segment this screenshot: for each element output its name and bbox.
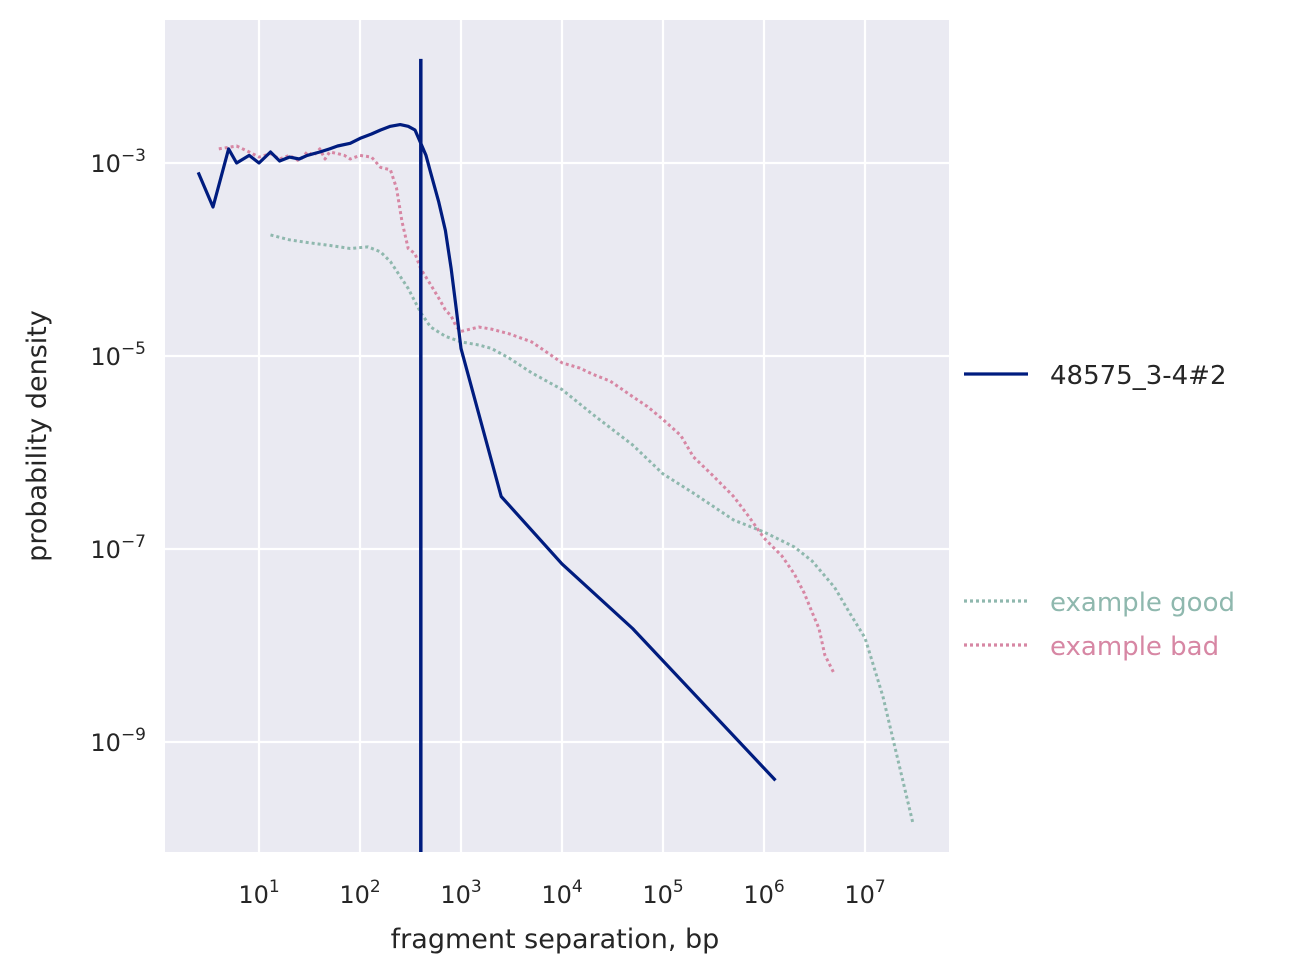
x-tick-label: 104 — [541, 877, 582, 909]
y-tick-label: 10−5 — [90, 339, 146, 371]
x-tick-label: 102 — [339, 877, 380, 909]
legend-label-good: example good — [1050, 588, 1235, 618]
x-tick-label: 106 — [743, 877, 784, 909]
y-axis-label: probability density — [22, 310, 53, 562]
series-line-48575-3-4-2 — [196, 122, 777, 782]
x-tick-label: 105 — [642, 877, 683, 909]
x-tick-label: 101 — [238, 877, 279, 909]
series-line-example-good — [270, 233, 915, 825]
series-layer — [196, 58, 915, 852]
x-tick-label: 103 — [440, 877, 481, 909]
y-tick-label: 10−9 — [90, 725, 146, 757]
grid — [165, 20, 949, 852]
x-axis-label: fragment separation, bp — [391, 924, 720, 955]
legend: 48575_3-4#2 example good example bad — [964, 361, 1235, 662]
legend-label-bad: example bad — [1050, 632, 1219, 662]
y-tick-label: 10−7 — [90, 532, 146, 564]
legend-label-main: 48575_3-4#2 — [1050, 361, 1227, 391]
plot-area — [165, 20, 949, 852]
y-tick-label: 10−3 — [90, 146, 146, 178]
x-tick-label: 107 — [844, 877, 885, 909]
tick-labels: 101 102 103 104 105 106 107 10−9 10−7 10−5 10−3 — [90, 146, 885, 909]
